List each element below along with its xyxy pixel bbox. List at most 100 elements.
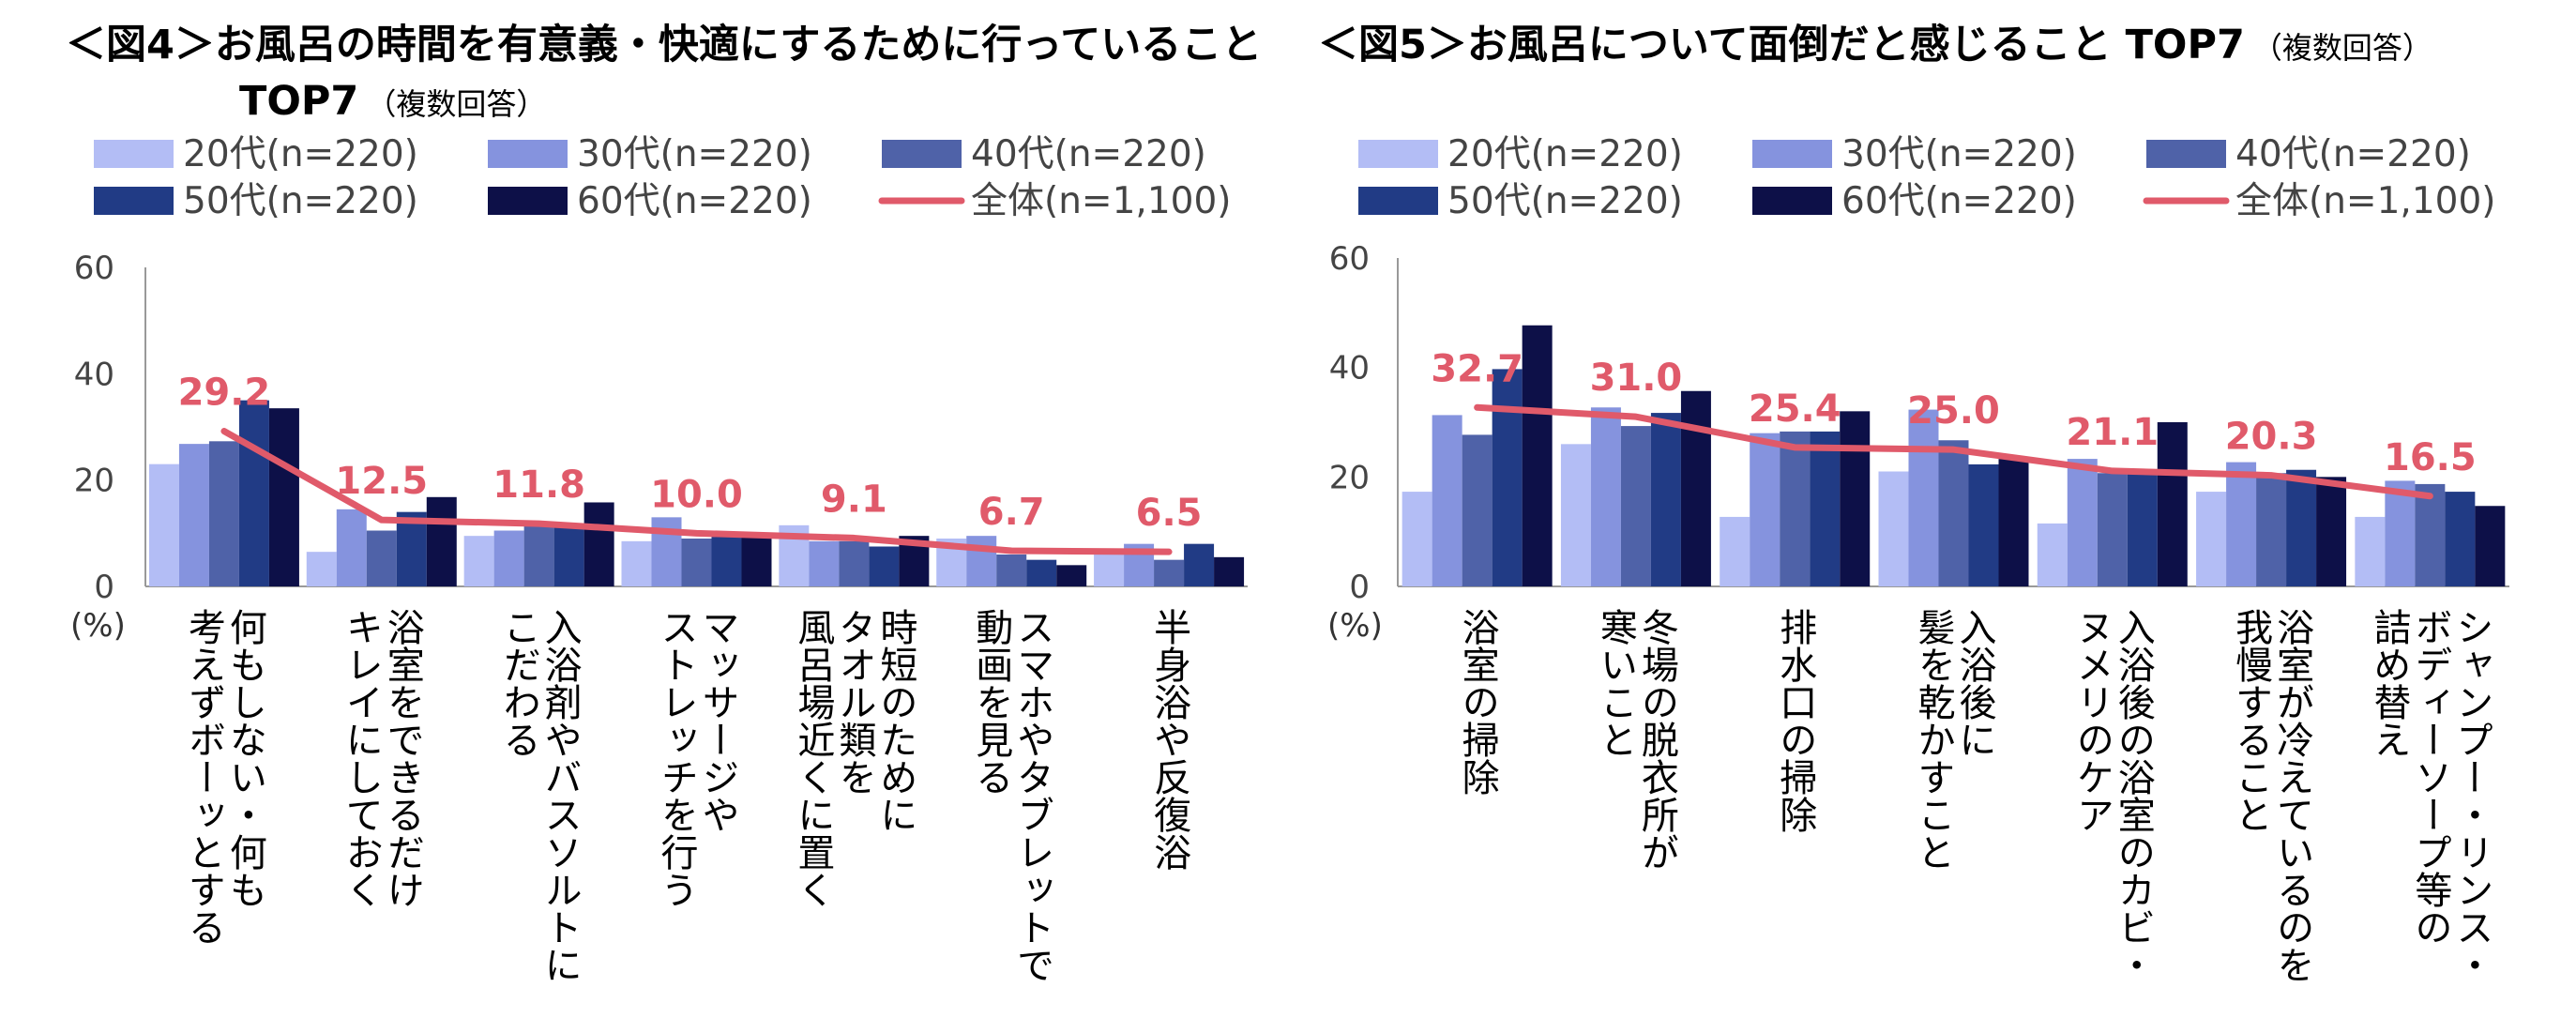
chart1-bar-cat7-s3 — [1154, 559, 1185, 586]
chart1-bar-cat1-s5 — [268, 408, 299, 586]
chart1-legend-swatch-2 — [488, 140, 568, 168]
chart1-bar-cat4-s5 — [741, 533, 772, 586]
chart1-category-label-1: 何もしない・何も — [223, 608, 266, 908]
chart1-data-label-4: 10.0 — [650, 473, 743, 516]
chart2-legend-label-2: 30代(n=220) — [1841, 133, 2077, 175]
chart1-legend-swatch-1 — [94, 140, 174, 168]
chart1-category-label-5: 風呂場近くに置く — [791, 608, 834, 908]
chart2-legend-swatch-1 — [1358, 140, 1438, 168]
chart2-bar-cat6-s1 — [2196, 492, 2227, 586]
chart2-bar-cat2-s1 — [1560, 444, 1591, 586]
chart1-category-label-3: 入浴剤やバスソルトに — [538, 608, 582, 983]
chart1-subtitle: （複数回答） — [366, 86, 546, 122]
chart2-category-label-5: ヌメリのケア — [2070, 608, 2114, 833]
chart2-y-tick-label: 60 — [1329, 240, 1370, 278]
chart1-total-line — [220, 428, 1173, 555]
chart2-bar-cat4-s2 — [1908, 409, 1939, 586]
chart1-category-label-2: キレイにしておく — [340, 608, 383, 908]
chart1-category-label-4: マッサージや — [696, 608, 739, 833]
chart2-legend-label-3: 40代(n=220) — [2235, 133, 2471, 175]
chart2-category-label-6: 我慢すること — [2229, 608, 2272, 833]
chart2-bar-cat7-s5 — [2475, 506, 2506, 586]
chart1-bar-cat6-s4 — [1026, 559, 1057, 586]
chart2-category-label-2: 冬場の脱衣所が — [1635, 608, 1678, 871]
chart1-bar-cat1-s2 — [178, 444, 209, 586]
chart1-y-tick-label: 60 — [74, 250, 114, 287]
chart2-bar-cat3-s3 — [1780, 431, 1811, 586]
chart1-category-label-6: 動画を見る — [969, 608, 1012, 796]
chart2-legend-swatch-5 — [1752, 187, 1832, 215]
chart1-category-label-2: 浴室をできるだけ — [381, 608, 424, 908]
chart2-bar-cat1-s3 — [1462, 434, 1493, 586]
chart2-bar-cat6-s5 — [2316, 477, 2347, 586]
chart1-bar-cat2-s3 — [366, 530, 397, 586]
chart2-legend-swatch-3 — [2146, 140, 2226, 168]
chart2-total-line — [1474, 403, 2433, 500]
chart1-bar-cat2-s2 — [336, 509, 367, 586]
chart1-bar-cat1-s4 — [238, 400, 269, 586]
chart2-bar-cat7-s3 — [2415, 483, 2446, 586]
chart2-bar-cat2-s4 — [1650, 413, 1681, 586]
chart2-data-label-5: 21.1 — [2066, 411, 2159, 454]
chart2-category-label-7: ボディーソープ等の — [2408, 608, 2451, 946]
chart2-category-label-7: シャンプー・リンス・ — [2449, 608, 2493, 983]
chart1-bar-cat3-s3 — [523, 524, 554, 586]
chart2-bar-cat4-s5 — [1998, 459, 2029, 586]
chart2-subtitle: （複数回答） — [2252, 30, 2432, 66]
chart2-bar-cat1-s5 — [1522, 325, 1553, 586]
chart2-bar-cat6-s4 — [2286, 469, 2317, 586]
chart2-bar-cat4-s3 — [1938, 440, 1969, 586]
chart1-bar-cat4-s3 — [681, 539, 712, 586]
chart1-legend-swatch-3 — [882, 140, 962, 168]
chart1-bar-cat2-s5 — [426, 496, 457, 586]
chart2-title: ＜図5＞お風呂について面倒だと感じること TOP7 （複数回答） — [1318, 22, 2432, 68]
chart1-legend-label-6: 全体(n=1,100) — [971, 180, 1231, 222]
chart1-data-label-2: 12.5 — [335, 460, 428, 503]
chart1-bar-cat1-s3 — [208, 441, 239, 586]
chart2-category-label-2: 寒いこと — [1594, 608, 1637, 758]
chart1-title-line2: TOP7 （複数回答） — [239, 78, 546, 125]
chart2-bar-cat5-s5 — [2157, 422, 2188, 586]
chart2-y-tick-label: 20 — [1329, 459, 1370, 496]
chart2-data-label-4: 25.0 — [1907, 389, 2000, 433]
chart2-y-tick-label: 0 — [1349, 569, 1370, 606]
chart2-bar-cat3-s4 — [1810, 431, 1841, 586]
chart2-bar-cat1-s4 — [1492, 369, 1523, 586]
chart2-bar-cat6-s3 — [2256, 473, 2287, 586]
chart2-category-label-4: 髪を乾かすこと — [1912, 608, 1955, 871]
chart2-category-label-3: 排水口の掃除 — [1773, 608, 1816, 833]
chart2-legend-swatch-2 — [1752, 140, 1832, 168]
chart2-category-label-6: 浴室が冷えているのを — [2270, 608, 2313, 983]
chart2-category-label-4: 入浴後に — [1953, 608, 1996, 758]
chart1-bar-cat3-s2 — [493, 530, 524, 586]
chart1-legend-swatch-5 — [488, 187, 568, 215]
chart2-y-tick-label: 40 — [1329, 350, 1370, 387]
chart1-bar-cat7-s4 — [1184, 543, 1215, 586]
chart2-legend-label-1: 20代(n=220) — [1447, 133, 1683, 175]
chart2-bar-cat7-s1 — [2355, 516, 2386, 586]
chart2-bar-cat7-s4 — [2445, 492, 2476, 586]
chart1-data-label-1: 29.2 — [178, 372, 271, 415]
chart1-y-tick-label: 40 — [74, 356, 114, 393]
chart1-bar-cat5-s3 — [839, 540, 870, 586]
chart2-bar-cat3-s5 — [1840, 411, 1871, 586]
chart1-category-label-1: 考えずボーッとする — [182, 608, 225, 946]
chart2-bar-cat2-s3 — [1620, 426, 1651, 586]
chart2-bar-cat2-s2 — [1590, 407, 1621, 586]
chart2-bar-cat6-s2 — [2226, 462, 2257, 586]
chart2-data-label-3: 25.4 — [1749, 387, 1841, 431]
chart2-plot: 20代(n=220) 30代(n=220) 40代(n=220) 50代(n=220)… — [1327, 133, 2509, 983]
chart1-category-label-4: ストレッチを行う — [655, 608, 699, 908]
chart2-data-label-7: 16.5 — [2384, 436, 2477, 479]
chart1-bar-cat6-s5 — [1056, 565, 1087, 586]
chart1-category-label-3: こだわる — [497, 608, 540, 758]
chart2-data-label-1: 32.7 — [1431, 347, 1523, 390]
chart1-legend-swatch-4 — [94, 187, 174, 215]
chart2-legend-label-4: 50代(n=220) — [1447, 180, 1683, 222]
chart2-bar-cat3-s1 — [1720, 516, 1750, 586]
chart1-bar-cat3-s5 — [583, 502, 614, 586]
chart2-bar-cat4-s1 — [1878, 471, 1909, 586]
chart1-bar-cat6-s3 — [996, 555, 1027, 586]
chart1-bar-cat2-s4 — [396, 511, 427, 586]
chart2-data-label-6: 20.3 — [2225, 416, 2318, 459]
